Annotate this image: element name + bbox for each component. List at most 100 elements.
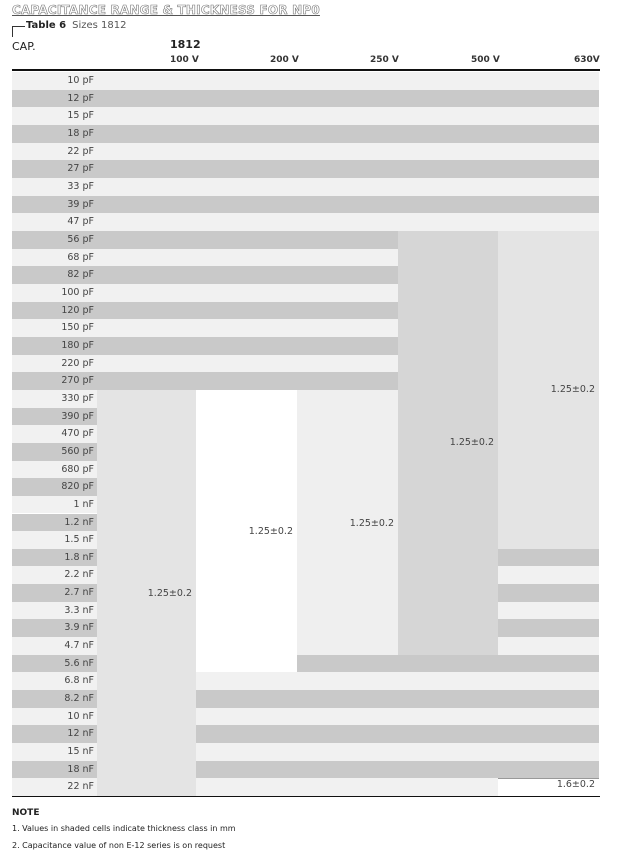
empty-cell [398,213,498,231]
cap-value: 1.2 nF [64,516,94,528]
empty-cell [398,760,498,779]
empty-cell [97,319,196,337]
cap-label-cell [12,654,97,673]
cap-label-cell [12,725,97,744]
empty-cell [97,124,196,143]
cap-value: 1.8 nF [64,551,94,563]
cap-value: 47 pF [67,216,94,228]
empty-cell [297,230,398,249]
empty-cell [297,725,398,744]
empty-cell [297,760,398,779]
cap-header: CAP. [12,40,36,53]
empty-cell [398,690,498,708]
empty-cell [398,72,498,90]
cap-value: 22 pF [67,145,94,157]
empty-cell [498,725,599,744]
empty-cell [297,177,398,196]
empty-cell [97,301,196,320]
empty-cell [297,107,398,125]
empty-cell [97,177,196,196]
empty-cell [398,195,498,214]
cap-label-cell [12,619,97,638]
cap-label-cell [12,354,97,373]
cap-value: 820 pF [61,481,94,493]
thickness-value: 1.25±0.2 [449,437,494,448]
cap-value: 56 pF [67,233,94,245]
cap-value: 6.8 nF [64,675,94,687]
empty-cell [498,195,599,214]
cap-value: 180 pF [61,339,94,351]
table-label: Table 6 [26,20,67,31]
empty-cell [297,743,398,761]
empty-cell [498,672,599,691]
cap-label-cell [12,160,97,178]
table-sizes: Sizes 1812 [72,20,127,31]
empty-cell [498,601,599,620]
empty-cell [196,319,297,337]
cap-label-cell [12,213,97,231]
cap-value: 12 nF [67,728,94,740]
empty-cell [398,654,498,673]
page-title: CAPACITANCE RANGE & THICKNESS FOR NP0 [12,3,320,18]
empty-cell [196,230,297,249]
empty-cell [498,72,599,90]
bottom-rule [12,796,600,797]
empty-cell [297,672,398,691]
header-rule [12,69,600,71]
empty-cell [297,89,398,108]
cap-label-cell [12,566,97,585]
empty-cell [297,266,398,284]
empty-cell [398,142,498,161]
empty-cell [196,743,297,761]
empty-cell [498,160,599,178]
empty-cell [97,283,196,302]
caption-bracket [12,26,25,37]
empty-cell [498,619,599,638]
empty-cell [196,707,297,726]
cap-label-cell [12,513,97,532]
empty-cell [498,89,599,108]
empty-cell [398,725,498,744]
empty-cell [297,283,398,302]
voltage-header-100v: 100 V [170,55,199,65]
empty-cell [498,566,599,585]
empty-cell [398,107,498,125]
cap-label-cell [12,248,97,267]
empty-cell [498,654,599,673]
cap-value: 470 pF [61,428,94,440]
cap-label-cell [12,637,97,655]
cap-label-cell [12,195,97,214]
empty-cell [196,160,297,178]
cap-label-cell [12,301,97,320]
empty-cell [196,690,297,708]
cap-label-cell [12,177,97,196]
empty-cell [97,89,196,108]
empty-cell [97,372,196,390]
empty-cell [97,107,196,125]
empty-cell [196,372,297,390]
empty-cell [196,725,297,744]
cap-label-cell [12,460,97,479]
cap-value: 39 pF [67,198,94,210]
empty-cell [297,195,398,214]
empty-cell [498,743,599,761]
cap-label-cell [12,107,97,125]
empty-cell [196,778,297,797]
empty-cell [97,142,196,161]
thickness-value: 1.25±0.2 [248,526,293,537]
empty-cell [196,336,297,355]
cap-label-cell [12,760,97,779]
cap-value: 22 nF [67,781,94,793]
empty-cell [297,654,398,673]
empty-cell [297,707,398,726]
cap-label-cell [12,142,97,161]
cap-label-cell [12,584,97,602]
thickness-value: 1.25±0.2 [550,384,595,395]
empty-cell [498,584,599,602]
cap-value: 10 nF [67,710,94,722]
empty-cell [297,213,398,231]
empty-cell [196,213,297,231]
cap-label-cell [12,230,97,249]
empty-cell [498,107,599,125]
empty-cell [498,707,599,726]
